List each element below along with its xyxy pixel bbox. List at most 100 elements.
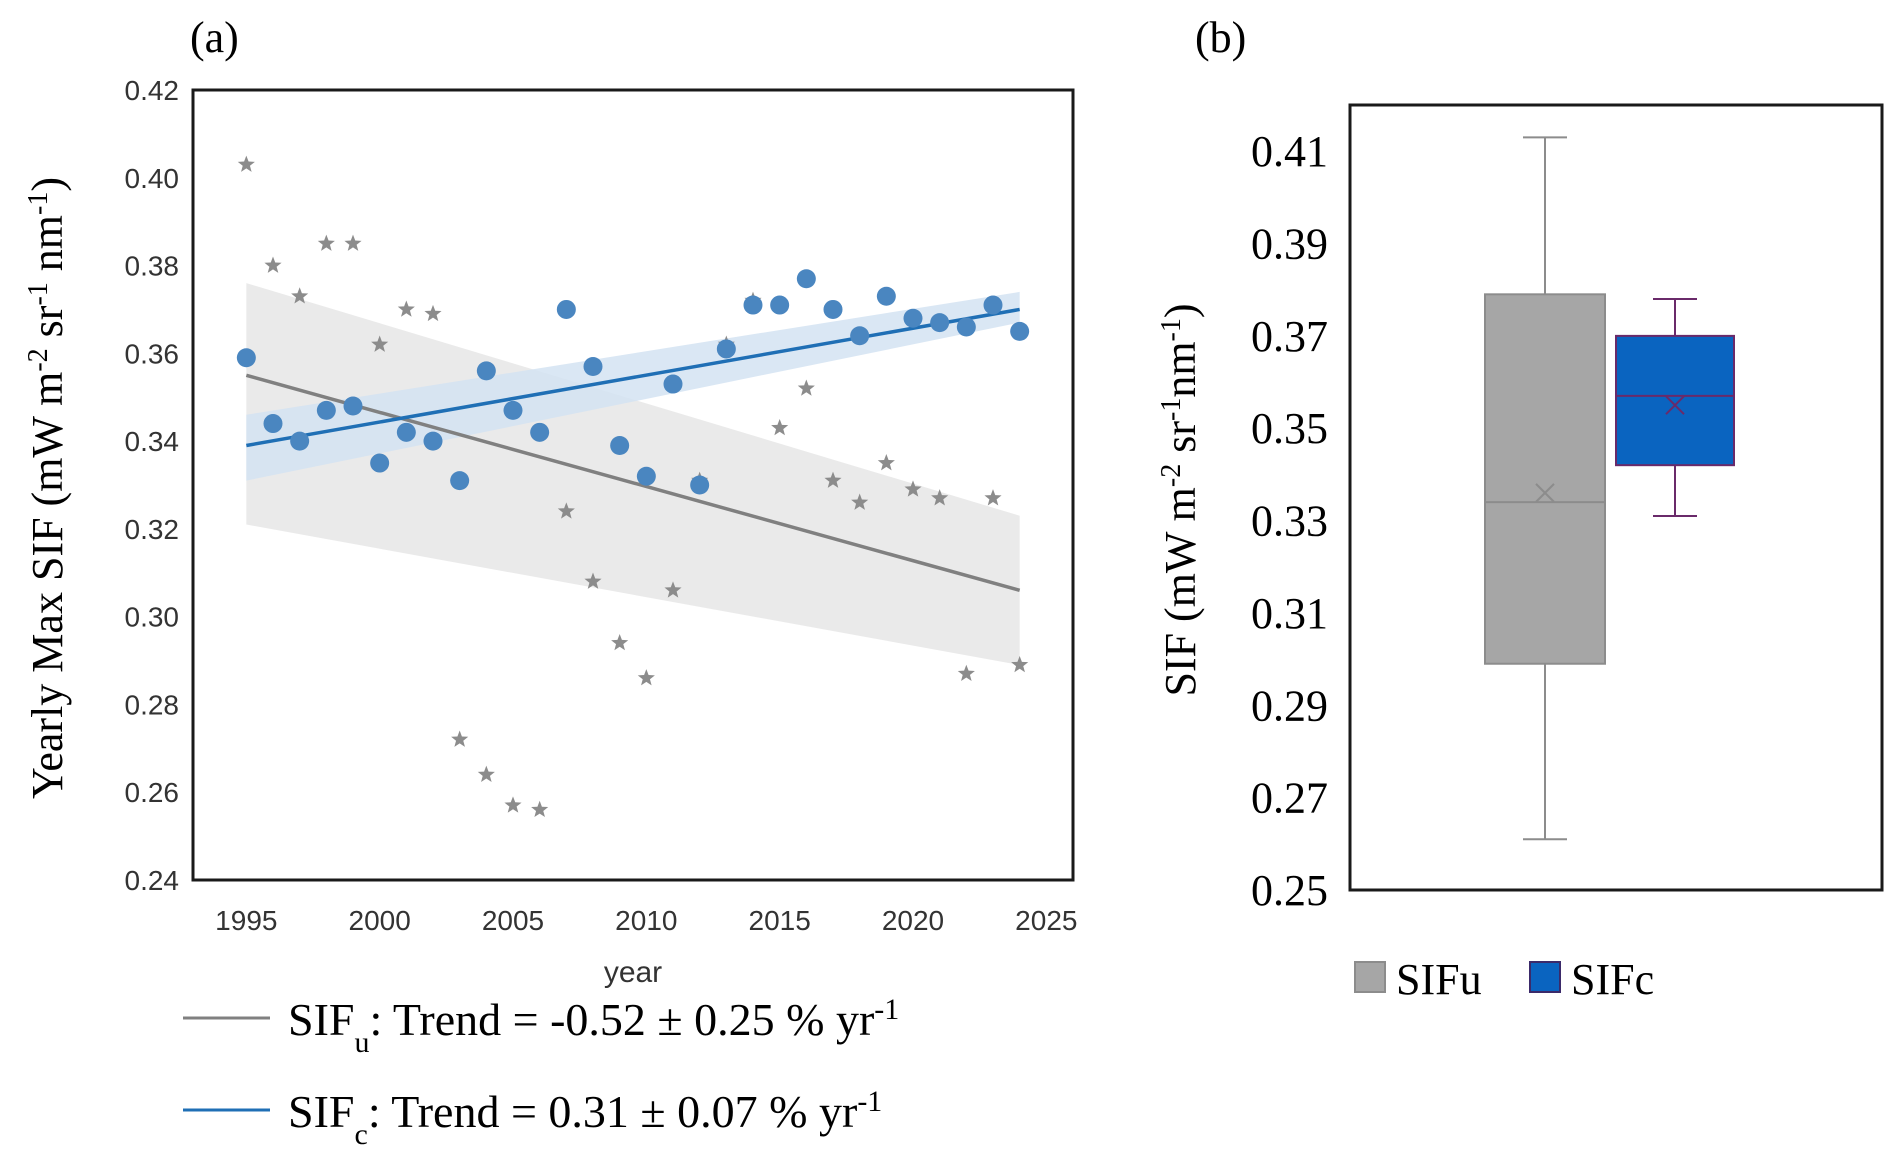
point-sifc-2010 (636, 466, 656, 486)
x-tick-a: 1995 (215, 905, 277, 936)
y-tick-b: 0.41 (1251, 127, 1328, 176)
point-sifu-1997 (291, 287, 309, 304)
trend-line-sifu (245, 373, 1021, 593)
panel-b-chart: 0.25 0.27 0.29 0.31 0.33 0.35 0.37 0.39 0.41 SIF… (1156, 103, 1884, 1004)
point-sifu-2000 (371, 335, 389, 352)
y-tick-labels-b: 0.25 0.27 0.29 0.31 0.33 0.35 0.37 0.39 0.41 (1251, 127, 1328, 915)
point-sifu-2002 (424, 304, 442, 322)
point-sifc-2021 (930, 313, 950, 333)
x-axis-label-a: year (604, 956, 662, 989)
y-tick-b: 0.39 (1251, 220, 1328, 269)
point-sifc-2013 (716, 339, 736, 359)
point-sifu-2007 (557, 502, 575, 519)
point-sifc-1996 (263, 414, 283, 434)
y-tick-a: 0.40 (125, 163, 180, 194)
x-tick-a: 2020 (882, 905, 944, 936)
point-sifu-1995 (237, 155, 255, 172)
point-sifc-2003 (450, 471, 470, 491)
point-sifu-2003 (451, 730, 469, 747)
point-sifc-2006 (530, 422, 550, 442)
point-sifu-2019 (877, 454, 895, 471)
point-sifu-2005 (504, 796, 522, 813)
point-sifc-2008 (583, 357, 603, 376)
legend-label-sifc-box: SIFc (1571, 955, 1654, 1004)
point-sifu-2018 (851, 493, 869, 510)
y-tick-b: 0.27 (1251, 774, 1328, 823)
y-tick-a: 0.38 (125, 251, 180, 282)
point-sifc-2022 (956, 317, 976, 337)
trend-line-sifc (246, 307, 1020, 448)
box-iqr (1615, 334, 1735, 467)
point-sifu-2009 (611, 634, 629, 651)
point-sifu-1999 (344, 234, 362, 251)
point-sifu-2008 (584, 572, 602, 589)
point-sifc-1998 (316, 400, 336, 420)
point-sifu-2006 (531, 800, 549, 818)
panel-b-label: (b) (1195, 13, 1246, 62)
point-sifu-2023 (984, 489, 1002, 506)
point-sifc-2009 (610, 436, 630, 455)
plot-frame-a (191, 88, 1075, 882)
point-sifc-2023 (983, 295, 1003, 315)
panel-a-chart: 0.24 0.26 0.28 0.30 0.32 0.34 0.36 0.38 0.40 0.42… (23, 75, 1078, 1151)
legend-entry-sifu-box: SIFu (1354, 955, 1482, 1004)
box-mean-marker (1535, 483, 1555, 503)
y-tick-a: 0.32 (125, 514, 180, 545)
y-tick-b: 0.31 (1251, 589, 1328, 638)
y-tick-a: 0.28 (125, 689, 180, 720)
point-sifc-2007 (556, 299, 576, 319)
y-tick-b: 0.35 (1251, 404, 1328, 453)
point-sifu-2016 (797, 379, 815, 396)
confidence-band-sifc (246, 291, 1020, 481)
point-sifc-2024 (1010, 321, 1030, 341)
x-tick-a: 2015 (749, 905, 811, 936)
box-iqr (1484, 293, 1606, 665)
point-sifc-1995 (236, 348, 256, 368)
y-tick-a: 0.36 (125, 338, 180, 369)
box-sifc (1615, 297, 1735, 517)
y-tick-b: 0.29 (1251, 681, 1328, 730)
point-sifc-2000 (370, 453, 390, 473)
legend-swatch-sifu-box (1354, 961, 1386, 993)
point-sifc-2019 (876, 286, 896, 306)
point-sifc-2016 (796, 269, 816, 289)
point-sifc-1999 (343, 396, 363, 416)
x-tick-a: 2005 (482, 905, 544, 936)
legend-label-sifu-box: SIFu (1396, 955, 1482, 1004)
legend-entry-sifu: SIFu: Trend = -0.52 ± 0.25 % yr-1 (183, 993, 899, 1059)
y-tick-a: 0.30 (125, 602, 180, 633)
point-sifc-2011 (663, 374, 683, 394)
legend-label-sifu: SIFu: Trend = -0.52 ± 0.25 % yr-1 (288, 993, 899, 1059)
legend-b: SIFu SIFc (1354, 955, 1654, 1004)
trend-lines (245, 307, 1021, 593)
point-sifu-1996 (264, 256, 282, 273)
y-tick-b: 0.37 (1251, 312, 1328, 361)
point-sifc-2002 (423, 431, 443, 451)
x-tick-a: 2010 (615, 905, 677, 936)
data-points (236, 155, 1030, 818)
y-tick-b: 0.25 (1251, 866, 1328, 915)
point-sifc-2017 (823, 299, 843, 319)
point-sifu-2010 (637, 669, 655, 686)
legend-label-sifc: SIFc: Trend = 0.31 ± 0.07 % yr-1 (288, 1085, 882, 1151)
point-sifu-2017 (824, 471, 842, 488)
point-sifc-2014 (743, 295, 763, 315)
legend-a: SIFu: Trend = -0.52 ± 0.25 % yr-1 SIFc: … (183, 993, 899, 1151)
point-sifc-1997 (290, 431, 310, 451)
trend-bands (246, 283, 1020, 665)
y-tick-a: 0.26 (125, 777, 180, 808)
point-sifc-2004 (476, 361, 496, 381)
x-tick-a: 2025 (1015, 905, 1077, 936)
box-plots (1484, 136, 1735, 841)
point-sifu-2020 (904, 480, 922, 497)
y-axis-label-a: Yearly Max SIF (mW m-2 sr-1 nm-1) (23, 177, 73, 799)
y-tick-labels-a: 0.24 0.26 0.28 0.30 0.32 0.34 0.36 0.38 0.40 0.42 (125, 75, 180, 896)
plot-frame-b (1348, 103, 1884, 892)
x-tick-a: 2000 (349, 905, 411, 936)
legend-swatch-sifc-box (1529, 961, 1561, 993)
y-axis-label-b: SIF (mW m-2 sr-1nm-1) (1156, 303, 1206, 696)
point-sifu-2024 (1011, 655, 1029, 673)
x-tick-labels-a: 1995 2000 2005 2010 2015 2020 2025 (215, 905, 1077, 936)
y-tick-a: 0.24 (125, 865, 180, 896)
